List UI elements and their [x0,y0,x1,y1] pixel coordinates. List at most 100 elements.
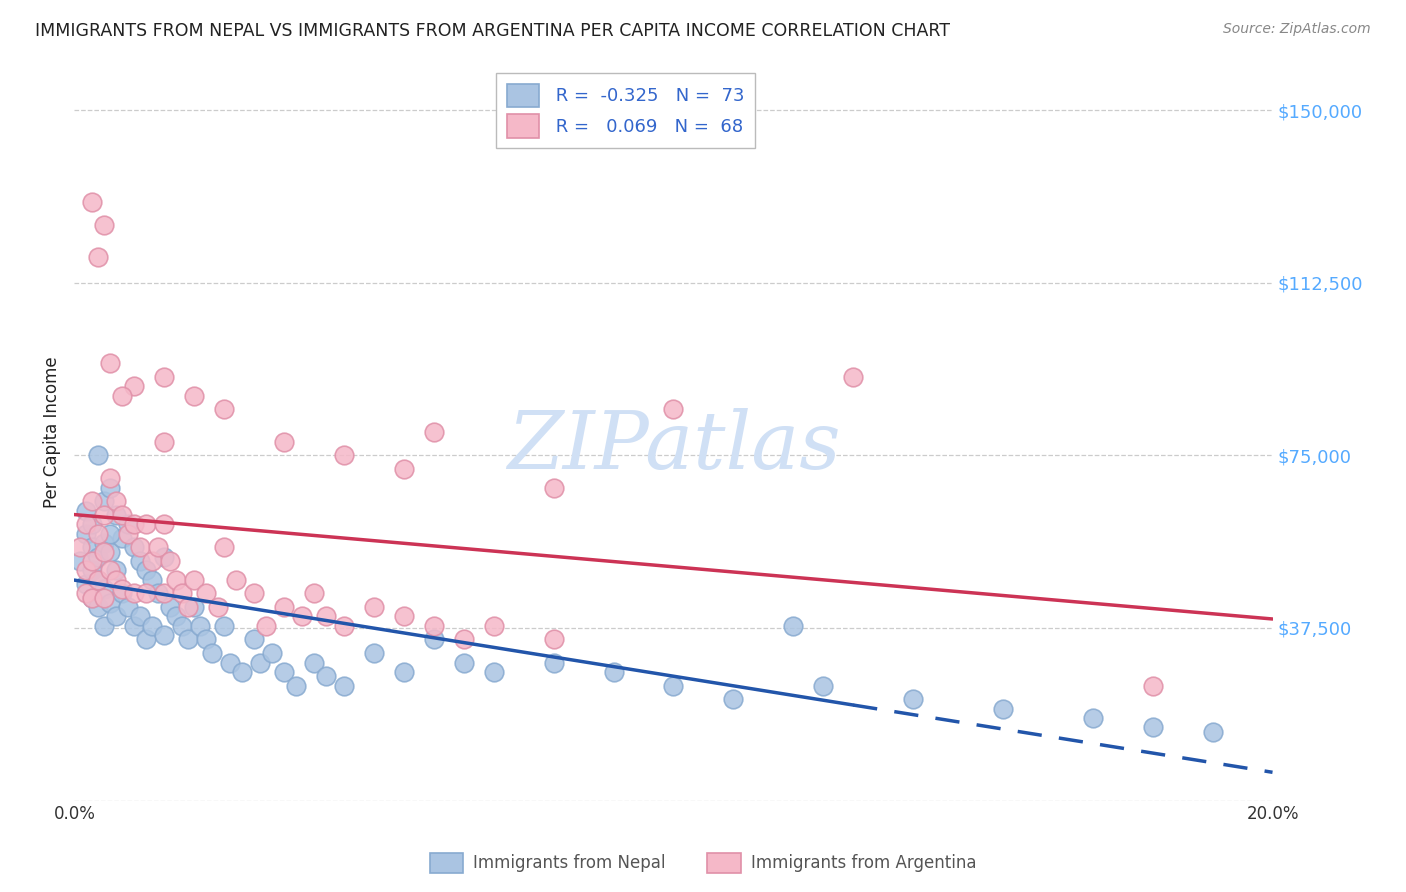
Point [543,481,565,495]
Point [82,195,104,210]
Point [122,586,145,600]
Point [333,679,356,693]
Point [129,609,152,624]
Point [117,526,139,541]
Point [302,586,325,600]
Point [82,554,104,568]
Point [69,541,91,555]
Point [87,448,110,462]
Point [82,591,104,605]
Point [453,656,475,670]
Legend: Immigrants from Nepal, Immigrants from Argentina: Immigrants from Nepal, Immigrants from A… [423,847,983,880]
Point [177,600,200,615]
Point [602,665,624,679]
Point [135,586,157,600]
Point [105,494,128,508]
Point [98,545,121,559]
Point [842,370,865,384]
Point [82,494,104,508]
Point [93,494,115,508]
Point [212,618,235,632]
Point [87,251,110,265]
Point [129,554,152,568]
Point [302,656,325,670]
Point [315,609,337,624]
Point [423,618,446,632]
Point [75,577,97,591]
Point [122,379,145,393]
Point [207,600,229,615]
Point [98,481,121,495]
Point [243,632,266,647]
Point [811,679,834,693]
Point [159,554,181,568]
Point [141,618,163,632]
Point [225,573,247,587]
Point [254,618,277,632]
Point [75,586,97,600]
Point [662,679,685,693]
Point [177,632,200,647]
Point [82,591,104,605]
Point [285,679,308,693]
Point [249,656,271,670]
Point [901,692,924,706]
Text: IMMIGRANTS FROM NEPAL VS IMMIGRANTS FROM ARGENTINA PER CAPITA INCOME CORRELATION: IMMIGRANTS FROM NEPAL VS IMMIGRANTS FROM… [35,22,950,40]
Point [273,600,295,615]
Point [98,564,121,578]
Point [153,586,176,600]
Point [93,591,115,605]
Point [82,564,104,578]
Point [273,434,295,449]
Point [69,554,91,568]
Point [105,609,128,624]
Point [75,564,97,578]
Point [165,609,187,624]
Point [111,582,134,596]
Point [153,370,176,384]
Point [392,609,415,624]
Point [183,573,205,587]
Point [172,618,194,632]
Point [141,573,163,587]
Point [111,508,134,523]
Point [153,549,176,564]
Point [135,517,157,532]
Point [105,564,128,578]
Point [1142,720,1164,734]
Point [363,600,385,615]
Point [75,517,97,532]
Point [122,541,145,555]
Point [153,628,176,642]
Point [98,526,121,541]
Point [423,425,446,440]
Point [188,618,211,632]
Point [148,586,170,600]
Point [148,541,170,555]
Text: Source: ZipAtlas.com: Source: ZipAtlas.com [1223,22,1371,37]
Point [212,541,235,555]
Point [363,646,385,660]
Point [212,402,235,417]
Point [141,554,163,568]
Point [129,541,152,555]
Point [153,434,176,449]
Point [75,503,97,517]
Point [87,526,110,541]
Point [93,545,115,559]
Point [105,508,128,523]
Point [1201,724,1223,739]
Point [117,600,139,615]
Point [93,536,115,550]
Point [82,517,104,532]
Point [111,388,134,402]
Point [172,586,194,600]
Point [98,596,121,610]
Point [723,692,745,706]
Point [392,665,415,679]
Point [260,646,283,660]
Point [153,517,176,532]
Point [1142,679,1164,693]
Point [219,656,242,670]
Text: ZIPatlas: ZIPatlas [506,409,841,486]
